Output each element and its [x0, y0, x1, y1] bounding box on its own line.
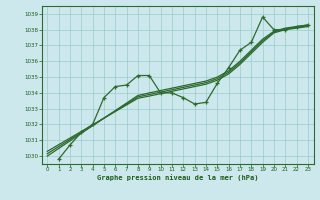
X-axis label: Graphe pression niveau de la mer (hPa): Graphe pression niveau de la mer (hPa) [97, 174, 258, 181]
